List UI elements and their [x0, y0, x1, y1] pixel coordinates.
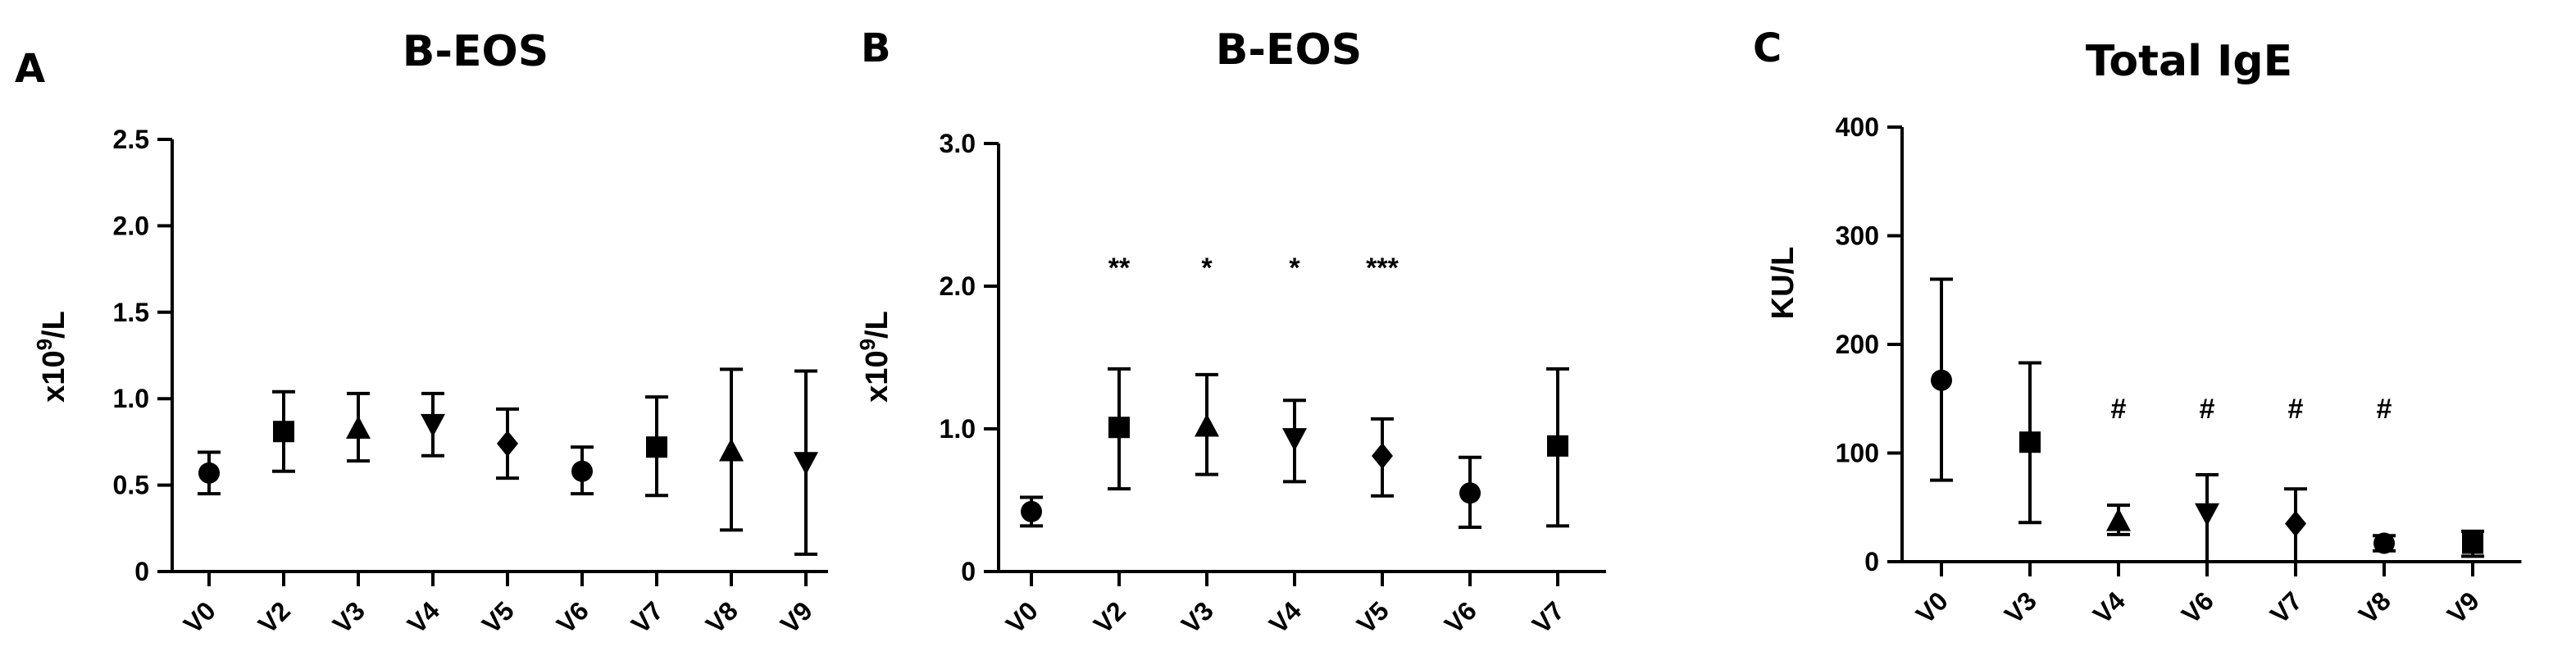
y-axis-label: KU/L [1766, 247, 1800, 320]
y-tick-label: 400 [1836, 112, 1879, 142]
y-tick-label: 2.5 [113, 125, 149, 154]
x-tick-label: V0 [178, 595, 221, 639]
x-tick-label: V7 [2264, 585, 2308, 629]
data-point [646, 436, 667, 458]
chart-title: Total IgE [2086, 37, 2292, 86]
data-point [2373, 532, 2395, 554]
y-tick-label: 3.0 [940, 129, 976, 158]
data-point [719, 438, 744, 462]
y-tick-label: 0 [1864, 547, 1879, 576]
chart-panel-a: A B-EOS x109/L 0 0.5 1.0 1.5 2.0 2.5 V0 V2 V3 V4 V… [15, 27, 828, 640]
data-point [1195, 413, 1219, 437]
significance-label: ** [1108, 253, 1131, 284]
data-point [346, 416, 371, 440]
data-point [497, 430, 518, 458]
panel-letter: C [1753, 25, 1782, 71]
significance-label: # [2111, 394, 2127, 425]
x-tick-label: V6 [551, 595, 594, 639]
x-tick-label: V8 [700, 595, 744, 639]
x-tick-label: V2 [1088, 595, 1131, 639]
data-point [2106, 508, 2131, 531]
y-tick-label: 0 [961, 557, 976, 586]
panel-letter: A [15, 46, 45, 92]
data-point [198, 462, 220, 484]
y-axis-label: x109/L [32, 311, 71, 403]
x-tick-label: V9 [2442, 585, 2485, 629]
y-tick-label: 300 [1836, 221, 1879, 251]
significance-label: # [2377, 394, 2392, 425]
x-tick-label: V0 [1910, 585, 1954, 629]
data-point [421, 413, 445, 437]
chart-title: B-EOS [1216, 25, 1362, 75]
chart-panel-b: B B-EOS x109/L 0 1.0 2.0 3.0 V0 V2 ** V3 * V4 * V5 *… [855, 25, 1606, 640]
x-tick-label: V4 [402, 595, 445, 639]
x-tick-label: V3 [327, 595, 371, 639]
data-point [1108, 417, 1130, 439]
significance-label: # [2200, 394, 2215, 425]
x-tick-label: V4 [1263, 595, 1307, 639]
data-point [1372, 443, 1393, 470]
data-point [2195, 503, 2219, 526]
x-tick-label: V7 [626, 595, 669, 639]
data-point [2462, 532, 2483, 554]
significance-label: * [1289, 253, 1300, 284]
x-tick-label: V0 [1000, 595, 1044, 639]
x-tick-label: V9 [775, 595, 818, 639]
data-point [273, 421, 294, 443]
y-tick-label: 2.0 [940, 271, 976, 301]
x-tick-label: V5 [476, 595, 520, 639]
data-point [1459, 482, 1481, 504]
y-tick-label: 200 [1836, 330, 1879, 359]
y-tick-label: 100 [1836, 439, 1879, 468]
data-point [2285, 510, 2306, 537]
x-tick-label: V8 [2353, 585, 2396, 629]
significance-label: *** [1366, 253, 1399, 284]
data-point [1547, 435, 1568, 457]
data-point [794, 452, 818, 476]
significance-label: # [2288, 394, 2304, 425]
data-point [1931, 369, 1952, 391]
data-point [2019, 431, 2041, 453]
x-tick-label: V7 [1527, 595, 1570, 639]
y-tick-label: 1.5 [113, 298, 149, 327]
x-tick-label: V6 [1439, 595, 1482, 639]
x-tick-label: V3 [1176, 595, 1219, 639]
panel-letter: B [861, 25, 891, 71]
x-tick-label: V4 [2087, 585, 2131, 629]
data-point [571, 460, 593, 482]
y-tick-label: 1.0 [113, 384, 149, 413]
x-tick-label: V6 [2176, 585, 2219, 629]
chart-panel-c: C Total IgE KU/L 0 100 200 300 400 V0 V3 V4 # V6 #… [1753, 25, 2522, 630]
significance-label: * [1201, 253, 1213, 284]
y-tick-label: 2.0 [113, 211, 149, 240]
x-tick-label: V5 [1351, 595, 1395, 639]
y-tick-label: 0.5 [113, 471, 149, 500]
data-point [1021, 500, 1042, 522]
chart-title: B-EOS [403, 27, 548, 76]
data-point [1282, 428, 1307, 452]
y-tick-label: 0 [134, 557, 149, 586]
y-axis-label: x109/L [855, 311, 894, 403]
x-tick-label: V3 [1999, 585, 2042, 629]
x-tick-label: V2 [253, 595, 296, 639]
y-tick-label: 1.0 [940, 414, 976, 444]
